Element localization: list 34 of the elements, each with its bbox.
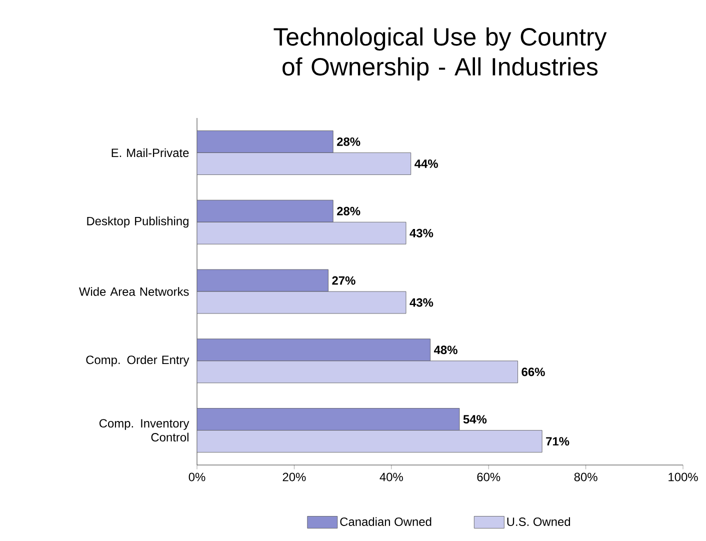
y-tick-label: Desktop Publishing bbox=[87, 216, 188, 228]
data-label: 66% bbox=[522, 368, 545, 376]
data-label: 43% bbox=[410, 228, 434, 238]
bar bbox=[197, 152, 412, 175]
x-tick-label: 60% bbox=[477, 472, 500, 482]
bar bbox=[197, 291, 406, 314]
y-tick-label: Comp. Order Entry bbox=[86, 355, 190, 366]
x-tick-label: 40% bbox=[380, 472, 403, 482]
bar bbox=[197, 408, 460, 431]
data-label: 54% bbox=[463, 415, 487, 424]
data-label: 28% bbox=[337, 137, 360, 146]
data-label: 27% bbox=[332, 276, 356, 285]
legend-label: U.S. Owned bbox=[507, 517, 570, 526]
bar bbox=[197, 338, 430, 362]
x-tick-label: 100% bbox=[668, 472, 698, 482]
bar bbox=[197, 430, 542, 453]
bar bbox=[197, 222, 406, 244]
data-label: 43% bbox=[410, 298, 434, 307]
data-label: 48% bbox=[434, 346, 458, 354]
y-tick-label: E. Mail-Private bbox=[112, 148, 189, 158]
y-tick-label: Comp. Inventory Control bbox=[99, 419, 190, 442]
data-label: 44% bbox=[414, 160, 438, 168]
chart-title: Technological Use by Country of Ownership - All Industries bbox=[274, 27, 607, 81]
legend-label: Canadian Owned bbox=[340, 517, 432, 526]
x-tick-label: 0% bbox=[188, 472, 206, 482]
y-tick-label: Wide Area Networks bbox=[78, 287, 189, 296]
data-label: 71% bbox=[546, 437, 570, 446]
bar bbox=[197, 269, 328, 292]
data-label: 28% bbox=[337, 206, 360, 216]
x-tick-label: 80% bbox=[574, 472, 598, 482]
bar bbox=[197, 360, 518, 384]
x-tick-label: 20% bbox=[282, 472, 306, 482]
bar bbox=[197, 200, 334, 222]
bar bbox=[197, 130, 334, 153]
